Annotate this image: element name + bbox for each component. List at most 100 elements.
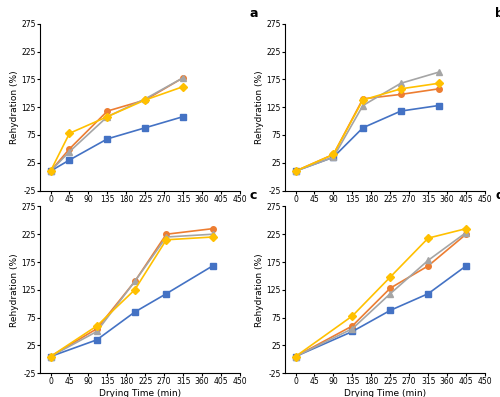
Line: 360W-PR3-10 min: 360W-PR3-10 min — [48, 226, 215, 359]
360W-PR2-30 min — [436, 81, 442, 86]
360W-PR2-30 min — [330, 152, 336, 157]
360W-PR2-30 min — [360, 98, 366, 102]
360W-PR4-10 min — [425, 264, 431, 268]
Legend: 360W-PR1-control, 360W-PR1-10 min, 360W-PR1-20 min, 360W-PR1-30 min: 360W-PR1-control, 360W-PR1-10 min, 360W-… — [44, 231, 200, 244]
360W-PR3-20 min — [164, 235, 170, 239]
360W-PR3-30 min — [210, 235, 216, 239]
360W-PR1-20 min — [142, 96, 148, 101]
360W-PR2-20 min — [398, 81, 404, 86]
360W-PR4-20 min — [425, 258, 431, 263]
Line: 360W-PR4-30 min: 360W-PR4-30 min — [292, 226, 469, 359]
360W-PR1-control — [142, 125, 148, 130]
Text: a: a — [250, 7, 258, 20]
360W-PR3-control — [164, 291, 170, 296]
360W-PR3-10 min — [210, 226, 216, 231]
Line: 360W-PR1-control: 360W-PR1-control — [48, 114, 186, 174]
360W-PR1-30 min — [66, 131, 72, 136]
Line: 360W-PR2-control: 360W-PR2-control — [292, 103, 442, 174]
360W-PR3-control — [48, 354, 54, 359]
360W-PR2-10 min — [398, 92, 404, 97]
X-axis label: Drying Time (min): Drying Time (min) — [344, 206, 426, 216]
360W-PR4-10 min — [463, 232, 469, 237]
360W-PR3-10 min — [48, 354, 54, 359]
360W-PR4-10 min — [292, 354, 298, 359]
360W-PR1-10 min — [66, 146, 72, 151]
Line: 360W-PR3-control: 360W-PR3-control — [48, 263, 215, 359]
360W-PR4-control — [388, 308, 394, 313]
360W-PR3-control — [210, 264, 216, 268]
360W-PR2-20 min — [360, 103, 366, 108]
360W-PR1-20 min — [180, 75, 186, 80]
Line: 360W-PR4-control: 360W-PR4-control — [292, 263, 469, 359]
Line: 360W-PR1-10 min: 360W-PR1-10 min — [48, 75, 186, 174]
360W-PR3-10 min — [132, 279, 138, 284]
Line: 360W-PR2-10 min: 360W-PR2-10 min — [292, 86, 442, 174]
360W-PR1-control — [48, 169, 54, 173]
X-axis label: Drying Time (min): Drying Time (min) — [99, 389, 181, 397]
360W-PR4-30 min — [350, 314, 356, 318]
360W-PR2-10 min — [360, 96, 366, 101]
360W-PR4-30 min — [388, 275, 394, 279]
Line: 360W-PR1-30 min: 360W-PR1-30 min — [48, 84, 186, 174]
Legend: 360W-PR2-control, 360W-PR2-10 min, 360W-PR2-20 min, 360W-PR2-30 min: 360W-PR2-control, 360W-PR2-10 min, 360W-… — [288, 231, 444, 244]
360W-PR3-30 min — [94, 324, 100, 328]
360W-PR3-30 min — [132, 287, 138, 292]
360W-PR3-20 min — [132, 279, 138, 284]
360W-PR2-30 min — [292, 169, 298, 173]
360W-PR1-20 min — [104, 114, 110, 119]
360W-PR4-control — [463, 264, 469, 268]
Text: c: c — [250, 189, 258, 202]
Y-axis label: Rehydration (%): Rehydration (%) — [10, 253, 18, 327]
360W-PR3-10 min — [94, 326, 100, 331]
Line: 360W-PR4-20 min: 360W-PR4-20 min — [292, 230, 469, 359]
360W-PR4-10 min — [388, 286, 394, 291]
360W-PR4-20 min — [292, 354, 298, 359]
Line: 360W-PR2-30 min: 360W-PR2-30 min — [292, 81, 442, 174]
360W-PR3-10 min — [164, 232, 170, 237]
Text: d: d — [495, 189, 500, 202]
360W-PR4-control — [292, 354, 298, 359]
Y-axis label: Rehydration (%): Rehydration (%) — [254, 70, 264, 144]
Y-axis label: Rehydration (%): Rehydration (%) — [254, 253, 264, 327]
Line: 360W-PR3-20 min: 360W-PR3-20 min — [48, 231, 215, 359]
Y-axis label: Rehydration (%): Rehydration (%) — [10, 70, 18, 144]
Line: 360W-PR2-20 min: 360W-PR2-20 min — [292, 69, 442, 174]
360W-PR3-30 min — [164, 237, 170, 242]
360W-PR1-30 min — [104, 114, 110, 119]
360W-PR2-20 min — [292, 169, 298, 173]
Line: 360W-PR3-30 min: 360W-PR3-30 min — [48, 234, 215, 359]
360W-PR4-10 min — [350, 324, 356, 328]
Text: b: b — [495, 7, 500, 20]
Line: 360W-PR4-10 min: 360W-PR4-10 min — [292, 231, 469, 359]
360W-PR3-20 min — [94, 329, 100, 334]
360W-PR3-20 min — [48, 354, 54, 359]
360W-PR4-20 min — [388, 291, 394, 296]
360W-PR2-control — [360, 125, 366, 130]
360W-PR4-20 min — [463, 230, 469, 235]
360W-PR4-30 min — [292, 354, 298, 359]
X-axis label: Drying Time (min): Drying Time (min) — [99, 206, 181, 216]
360W-PR1-30 min — [142, 98, 148, 102]
360W-PR4-control — [350, 329, 356, 334]
360W-PR2-30 min — [398, 87, 404, 91]
360W-PR2-20 min — [330, 155, 336, 160]
360W-PR1-30 min — [48, 169, 54, 173]
360W-PR2-control — [330, 155, 336, 160]
360W-PR4-control — [425, 291, 431, 296]
360W-PR3-control — [94, 337, 100, 342]
360W-PR4-20 min — [350, 326, 356, 331]
360W-PR2-control — [398, 109, 404, 114]
360W-PR4-30 min — [425, 236, 431, 241]
360W-PR3-control — [132, 310, 138, 314]
X-axis label: Drying Time (min): Drying Time (min) — [344, 389, 426, 397]
Line: 360W-PR1-20 min: 360W-PR1-20 min — [48, 75, 186, 174]
360W-PR1-10 min — [104, 109, 110, 114]
360W-PR1-10 min — [142, 98, 148, 102]
360W-PR1-control — [66, 158, 72, 162]
360W-PR2-10 min — [436, 87, 442, 91]
360W-PR2-control — [292, 169, 298, 173]
360W-PR2-10 min — [292, 169, 298, 173]
360W-PR1-10 min — [180, 75, 186, 80]
360W-PR1-20 min — [48, 169, 54, 173]
360W-PR1-10 min — [48, 169, 54, 173]
